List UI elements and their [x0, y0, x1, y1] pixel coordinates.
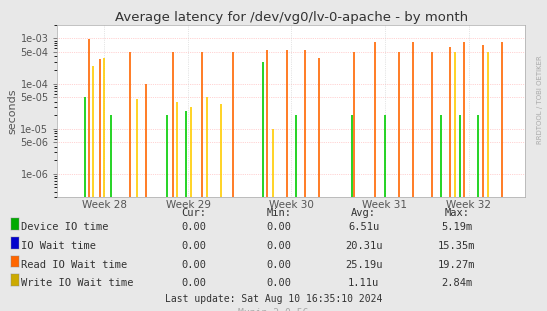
Text: 0.00: 0.00: [266, 222, 292, 232]
Text: 0.00: 0.00: [182, 241, 207, 251]
Text: Max:: Max:: [444, 208, 469, 218]
Text: 6.51u: 6.51u: [348, 222, 380, 232]
Text: 5.19m: 5.19m: [441, 222, 473, 232]
Text: 1.11u: 1.11u: [348, 278, 380, 288]
Text: 0.00: 0.00: [266, 260, 292, 270]
Text: 20.31u: 20.31u: [345, 241, 382, 251]
Y-axis label: seconds: seconds: [8, 88, 18, 134]
Text: Min:: Min:: [266, 208, 292, 218]
Text: 0.00: 0.00: [266, 278, 292, 288]
Text: 15.35m: 15.35m: [438, 241, 475, 251]
Text: 0.00: 0.00: [182, 278, 207, 288]
Text: Device IO time: Device IO time: [21, 222, 109, 232]
Text: Cur:: Cur:: [182, 208, 207, 218]
Text: 0.00: 0.00: [182, 260, 207, 270]
Text: Last update: Sat Aug 10 16:35:10 2024: Last update: Sat Aug 10 16:35:10 2024: [165, 294, 382, 304]
Text: 0.00: 0.00: [266, 241, 292, 251]
Title: Average latency for /dev/vg0/lv-0-apache - by month: Average latency for /dev/vg0/lv-0-apache…: [115, 11, 468, 24]
Text: Write IO Wait time: Write IO Wait time: [21, 278, 134, 288]
Text: IO Wait time: IO Wait time: [21, 241, 96, 251]
Text: 19.27m: 19.27m: [438, 260, 475, 270]
Text: RRDTOOL / TOBI OETIKER: RRDTOOL / TOBI OETIKER: [537, 55, 543, 144]
Text: Read IO Wait time: Read IO Wait time: [21, 260, 127, 270]
Text: Munin 2.0.56: Munin 2.0.56: [238, 308, 309, 311]
Text: 2.84m: 2.84m: [441, 278, 473, 288]
Text: 25.19u: 25.19u: [345, 260, 382, 270]
Text: 0.00: 0.00: [182, 222, 207, 232]
Text: Avg:: Avg:: [351, 208, 376, 218]
